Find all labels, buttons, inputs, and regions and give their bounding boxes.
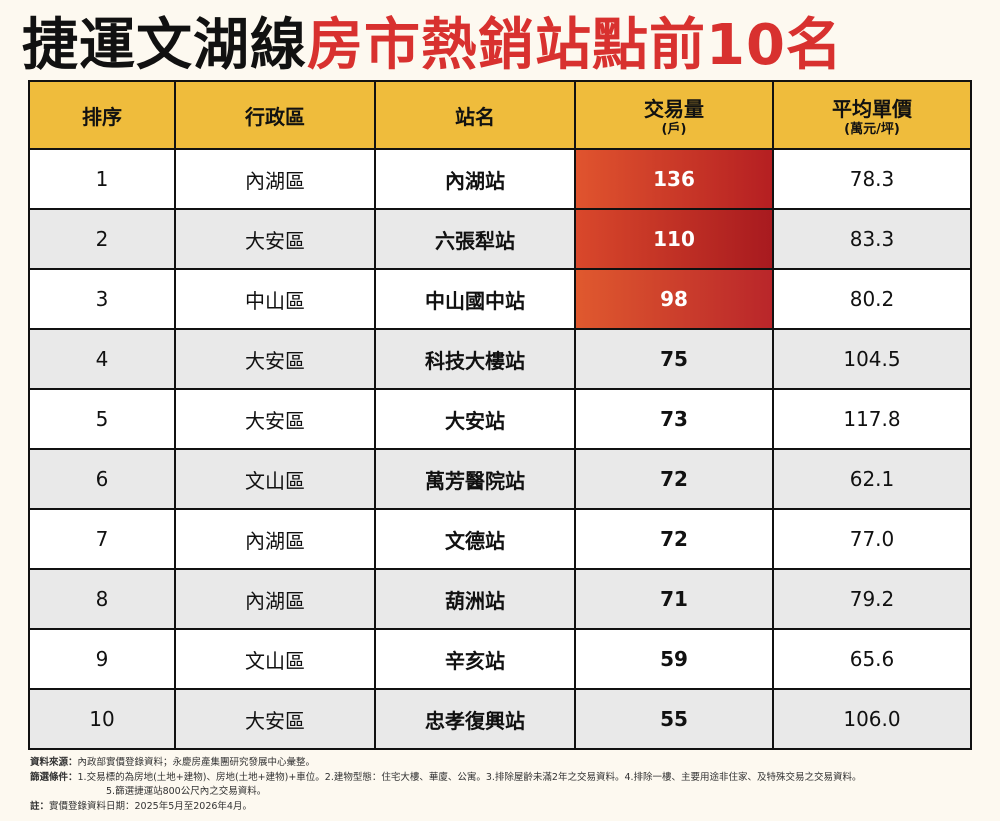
table-row: 3 中山區 中山國中站 98 80.2 [28, 268, 972, 330]
cell-price: 104.5 [772, 328, 972, 390]
cell-price: 106.0 [772, 688, 972, 750]
cell-station: 科技大樓站 [374, 328, 576, 390]
cell-rank: 9 [28, 628, 176, 690]
cell-station: 內湖站 [374, 148, 576, 210]
header-price-unit: (萬元/坪) [844, 121, 900, 137]
cell-volume: 75 [574, 328, 774, 390]
source-note: 資料來源： 內政部實價登錄資料；永慶房產集團研究發展中心彙整。 [30, 756, 980, 771]
header-rank: 排序 [28, 80, 176, 150]
filter-text-2: 5.篩選捷運站800公尺內之交易資料。 [106, 786, 267, 797]
cell-station: 萬芳醫院站 [374, 448, 576, 510]
cell-rank: 7 [28, 508, 176, 570]
cell-station: 大安站 [374, 388, 576, 450]
title-black-part: 捷運文湖線 [22, 12, 307, 78]
cell-rank: 5 [28, 388, 176, 450]
cell-rank: 2 [28, 208, 176, 270]
table-row: 1 內湖區 內湖站 136 78.3 [28, 148, 972, 210]
table-row: 6 文山區 萬芳醫院站 72 62.1 [28, 448, 972, 510]
cell-volume: 59 [574, 628, 774, 690]
cell-district: 內湖區 [174, 148, 376, 210]
table-row: 2 大安區 六張犁站 110 83.3 [28, 208, 972, 270]
header-station: 站名 [374, 80, 576, 150]
date-note: 註： 實價登錄資料日期：2025年5月至2026年4月。 [30, 800, 980, 815]
footnotes: 資料來源： 內政部實價登錄資料；永慶房產集團研究發展中心彙整。 篩選條件： 1.… [30, 756, 980, 814]
table-row: 10 大安區 忠孝復興站 55 106.0 [28, 688, 972, 750]
cell-district: 內湖區 [174, 508, 376, 570]
header-volume-label: 交易量 [644, 96, 704, 121]
source-text: 內政部實價登錄資料；永慶房產集團研究發展中心彙整。 [77, 757, 316, 768]
filter-text: 1.交易標的為房地(土地+建物)、房地(土地+建物)+車位。2.建物型態：住宅大… [77, 771, 862, 783]
header-district: 行政區 [174, 80, 376, 150]
cell-volume: 98 [574, 268, 774, 330]
cell-price: 77.0 [772, 508, 972, 570]
header-price: 平均單價 (萬元/坪) [772, 80, 972, 150]
cell-volume: 73 [574, 388, 774, 450]
filter-label: 篩選條件： [30, 771, 78, 783]
title-red-part: 房市熱銷站點前10名 [307, 12, 843, 78]
cell-price: 83.3 [772, 208, 972, 270]
header-volume-unit: (戶) [661, 121, 687, 137]
cell-station: 葫洲站 [374, 568, 576, 630]
cell-volume: 71 [574, 568, 774, 630]
cell-station: 忠孝復興站 [374, 688, 576, 750]
source-label: 資料來源： [30, 757, 78, 768]
cell-price: 117.8 [772, 388, 972, 450]
cell-volume: 72 [574, 448, 774, 510]
cell-station: 中山國中站 [374, 268, 576, 330]
cell-station: 文德站 [374, 508, 576, 570]
note-text: 實價登錄資料日期：2025年5月至2026年4月。 [49, 800, 252, 812]
table-row: 8 內湖區 葫洲站 71 79.2 [28, 568, 972, 630]
cell-district: 大安區 [174, 328, 376, 390]
cell-district: 大安區 [174, 208, 376, 270]
page-title: 捷運文湖線 房市熱銷站點前10名 [22, 2, 843, 78]
cell-price: 62.1 [772, 448, 972, 510]
cell-rank: 1 [28, 148, 176, 210]
cell-rank: 8 [28, 568, 176, 630]
cell-price: 79.2 [772, 568, 972, 630]
table-row: 7 內湖區 文德站 72 77.0 [28, 508, 972, 570]
header-volume: 交易量 (戶) [574, 80, 774, 150]
cell-station: 六張犁站 [374, 208, 576, 270]
header-price-label: 平均單價 [832, 96, 912, 121]
cell-rank: 10 [28, 688, 176, 750]
cell-rank: 4 [28, 328, 176, 390]
table-row: 4 大安區 科技大樓站 75 104.5 [28, 328, 972, 390]
filter-note-continued: 5.篩選捷運站800公尺內之交易資料。 [30, 785, 980, 800]
cell-district: 大安區 [174, 688, 376, 750]
cell-station: 辛亥站 [374, 628, 576, 690]
ranking-table: 排序 行政區 站名 交易量 (戶) 平均單價 (萬元/坪) 1 內湖區 內湖站 … [28, 80, 972, 750]
cell-district: 文山區 [174, 628, 376, 690]
cell-volume: 110 [574, 208, 774, 270]
table-row: 5 大安區 大安站 73 117.8 [28, 388, 972, 450]
table-header-row: 排序 行政區 站名 交易量 (戶) 平均單價 (萬元/坪) [28, 80, 972, 150]
cell-price: 65.6 [772, 628, 972, 690]
note-label: 註： [30, 800, 50, 812]
cell-district: 文山區 [174, 448, 376, 510]
cell-volume: 136 [574, 148, 774, 210]
cell-rank: 3 [28, 268, 176, 330]
cell-district: 中山區 [174, 268, 376, 330]
table-row: 9 文山區 辛亥站 59 65.6 [28, 628, 972, 690]
cell-volume: 55 [574, 688, 774, 750]
cell-price: 80.2 [772, 268, 972, 330]
cell-volume: 72 [574, 508, 774, 570]
cell-price: 78.3 [772, 148, 972, 210]
cell-district: 內湖區 [174, 568, 376, 630]
filter-note: 篩選條件： 1.交易標的為房地(土地+建物)、房地(土地+建物)+車位。2.建物… [30, 771, 980, 786]
cell-district: 大安區 [174, 388, 376, 450]
cell-rank: 6 [28, 448, 176, 510]
